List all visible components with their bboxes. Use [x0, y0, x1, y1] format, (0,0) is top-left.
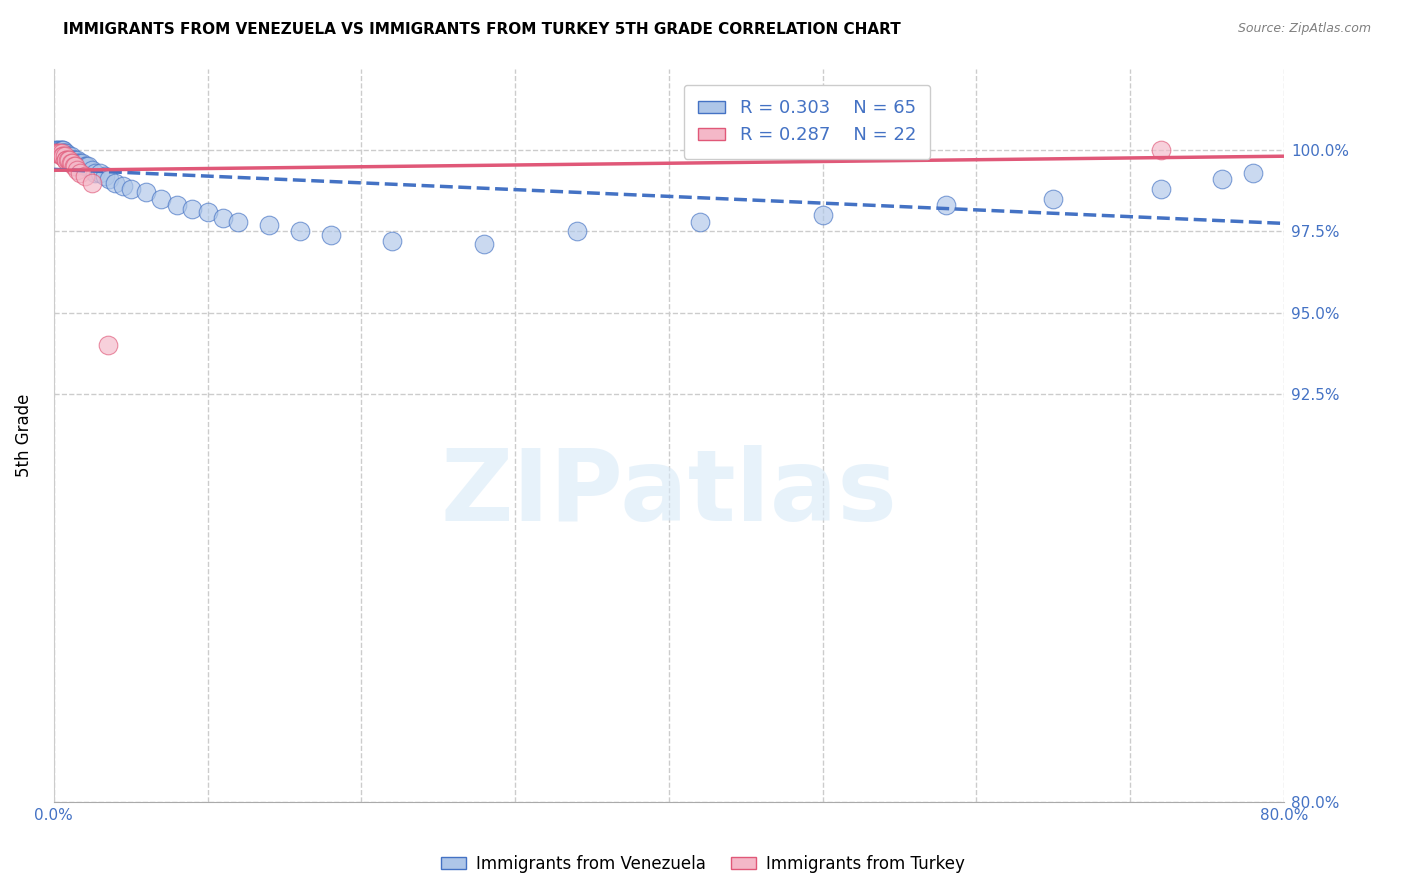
- Point: [689, 214, 711, 228]
- Point: [93, 169, 115, 183]
- Point: [120, 182, 142, 196]
- Point: [166, 198, 188, 212]
- Point: [82, 176, 104, 190]
- Point: [65, 159, 87, 173]
- Point: [66, 153, 89, 167]
- Point: [811, 208, 834, 222]
- Point: [48, 146, 70, 161]
- Point: [49, 143, 72, 157]
- Point: [76, 159, 98, 173]
- Point: [257, 218, 280, 232]
- Point: [60, 156, 83, 170]
- Point: [53, 146, 76, 161]
- Point: [48, 143, 70, 157]
- Point: [228, 214, 250, 228]
- Point: [288, 224, 311, 238]
- Y-axis label: 5th Grade: 5th Grade: [15, 393, 32, 476]
- Point: [212, 211, 235, 226]
- Point: [55, 153, 77, 167]
- Point: [51, 143, 73, 157]
- Point: [97, 338, 120, 352]
- Point: [59, 156, 82, 170]
- Point: [565, 224, 588, 238]
- Point: [56, 149, 79, 163]
- Point: [52, 146, 75, 161]
- Point: [1042, 192, 1064, 206]
- Point: [59, 149, 82, 163]
- Point: [66, 162, 89, 177]
- Point: [73, 169, 96, 183]
- Point: [65, 153, 87, 167]
- Point: [59, 153, 82, 167]
- Point: [472, 237, 495, 252]
- Point: [51, 146, 73, 161]
- Point: [66, 156, 89, 170]
- Point: [73, 159, 96, 173]
- Point: [49, 146, 72, 161]
- Point: [55, 149, 77, 163]
- Point: [63, 153, 86, 167]
- Point: [1150, 182, 1173, 196]
- Point: [55, 153, 77, 167]
- Point: [69, 156, 91, 170]
- Point: [52, 143, 75, 157]
- Text: IMMIGRANTS FROM VENEZUELA VS IMMIGRANTS FROM TURKEY 5TH GRADE CORRELATION CHART: IMMIGRANTS FROM VENEZUELA VS IMMIGRANTS …: [63, 22, 901, 37]
- Point: [111, 178, 134, 193]
- Point: [63, 153, 86, 167]
- Point: [58, 149, 80, 163]
- Point: [89, 166, 111, 180]
- Legend: R = 0.303    N = 65, R = 0.287    N = 22: R = 0.303 N = 65, R = 0.287 N = 22: [683, 85, 931, 159]
- Text: Source: ZipAtlas.com: Source: ZipAtlas.com: [1237, 22, 1371, 36]
- Point: [935, 198, 957, 212]
- Point: [58, 153, 80, 167]
- Point: [53, 149, 76, 163]
- Point: [45, 143, 67, 157]
- Point: [67, 156, 90, 170]
- Point: [55, 149, 77, 163]
- Point: [56, 149, 79, 163]
- Point: [1211, 172, 1233, 186]
- Point: [49, 146, 72, 161]
- Point: [69, 166, 91, 180]
- Point: [82, 162, 104, 177]
- Point: [135, 186, 157, 200]
- Point: [98, 172, 121, 186]
- Point: [56, 153, 79, 167]
- Point: [84, 166, 107, 180]
- Point: [52, 146, 75, 161]
- Point: [52, 149, 75, 163]
- Point: [63, 159, 86, 173]
- Point: [1241, 166, 1264, 180]
- Point: [319, 227, 342, 242]
- Point: [56, 153, 79, 167]
- Text: ZIPatlas: ZIPatlas: [440, 445, 897, 542]
- Point: [70, 156, 93, 170]
- Point: [45, 146, 67, 161]
- Point: [381, 234, 404, 248]
- Point: [58, 153, 80, 167]
- Legend: Immigrants from Venezuela, Immigrants from Turkey: Immigrants from Venezuela, Immigrants fr…: [434, 848, 972, 880]
- Point: [197, 205, 219, 219]
- Point: [51, 146, 73, 161]
- Point: [44, 143, 66, 157]
- Point: [44, 146, 66, 161]
- Point: [1150, 143, 1173, 157]
- Point: [51, 149, 73, 163]
- Point: [181, 202, 204, 216]
- Point: [104, 176, 127, 190]
- Point: [150, 192, 173, 206]
- Point: [48, 146, 70, 161]
- Point: [55, 146, 77, 161]
- Point: [75, 159, 97, 173]
- Point: [51, 143, 73, 157]
- Point: [60, 153, 83, 167]
- Point: [60, 153, 83, 167]
- Point: [53, 149, 76, 163]
